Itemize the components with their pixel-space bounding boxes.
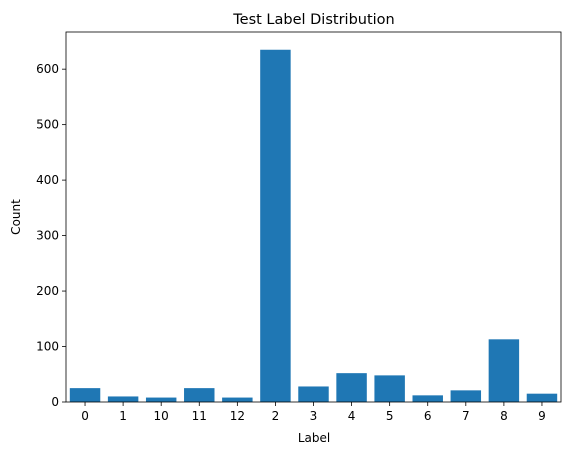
bar-2 (260, 49, 291, 402)
bar-10 (145, 397, 177, 402)
y-tick-label: 600 (36, 62, 59, 76)
x-tick-label: 9 (538, 409, 546, 423)
y-axis-label: Count (9, 199, 23, 235)
y-tick-label: 100 (36, 340, 59, 354)
bar-7 (450, 390, 482, 402)
x-tick-label: 12 (230, 409, 245, 423)
x-tick-label: 3 (310, 409, 318, 423)
x-tick-label: 8 (500, 409, 508, 423)
bar-3 (298, 386, 329, 402)
bar-8 (488, 339, 520, 402)
bar-11 (184, 388, 215, 402)
x-tick-label: 4 (348, 409, 356, 423)
bar-1 (107, 396, 139, 402)
bar-6 (412, 395, 443, 402)
y-tick-label: 200 (36, 284, 59, 298)
x-tick-label: 11 (192, 409, 207, 423)
bar-12 (222, 397, 253, 402)
x-tick-label: 10 (154, 409, 169, 423)
x-tick-label: 5 (386, 409, 394, 423)
bar-0 (69, 388, 101, 402)
bar-4 (336, 373, 367, 402)
y-axis-ticks: 0 100 200 300 400 500 600 (36, 62, 66, 409)
chart-title: Test Label Distribution (232, 12, 394, 28)
bar-5 (374, 375, 405, 402)
y-tick-label: 400 (36, 173, 59, 187)
y-tick-label: 500 (36, 118, 59, 132)
x-tick-label: 6 (424, 409, 432, 423)
y-tick-label: 300 (36, 229, 59, 243)
plot-frame (65, 31, 562, 403)
bar-9 (526, 393, 558, 402)
x-tick-label: 1 (119, 409, 127, 423)
bars-group (69, 49, 558, 402)
x-tick-label: 7 (462, 409, 470, 423)
x-tick-label: 2 (272, 409, 280, 423)
x-axis-ticks: 0 1 10 11 12 2 3 4 5 6 7 8 9 (81, 402, 546, 423)
y-tick-label: 0 (51, 395, 59, 409)
x-tick-label: 0 (81, 409, 89, 423)
x-axis-label: Label (298, 431, 330, 445)
